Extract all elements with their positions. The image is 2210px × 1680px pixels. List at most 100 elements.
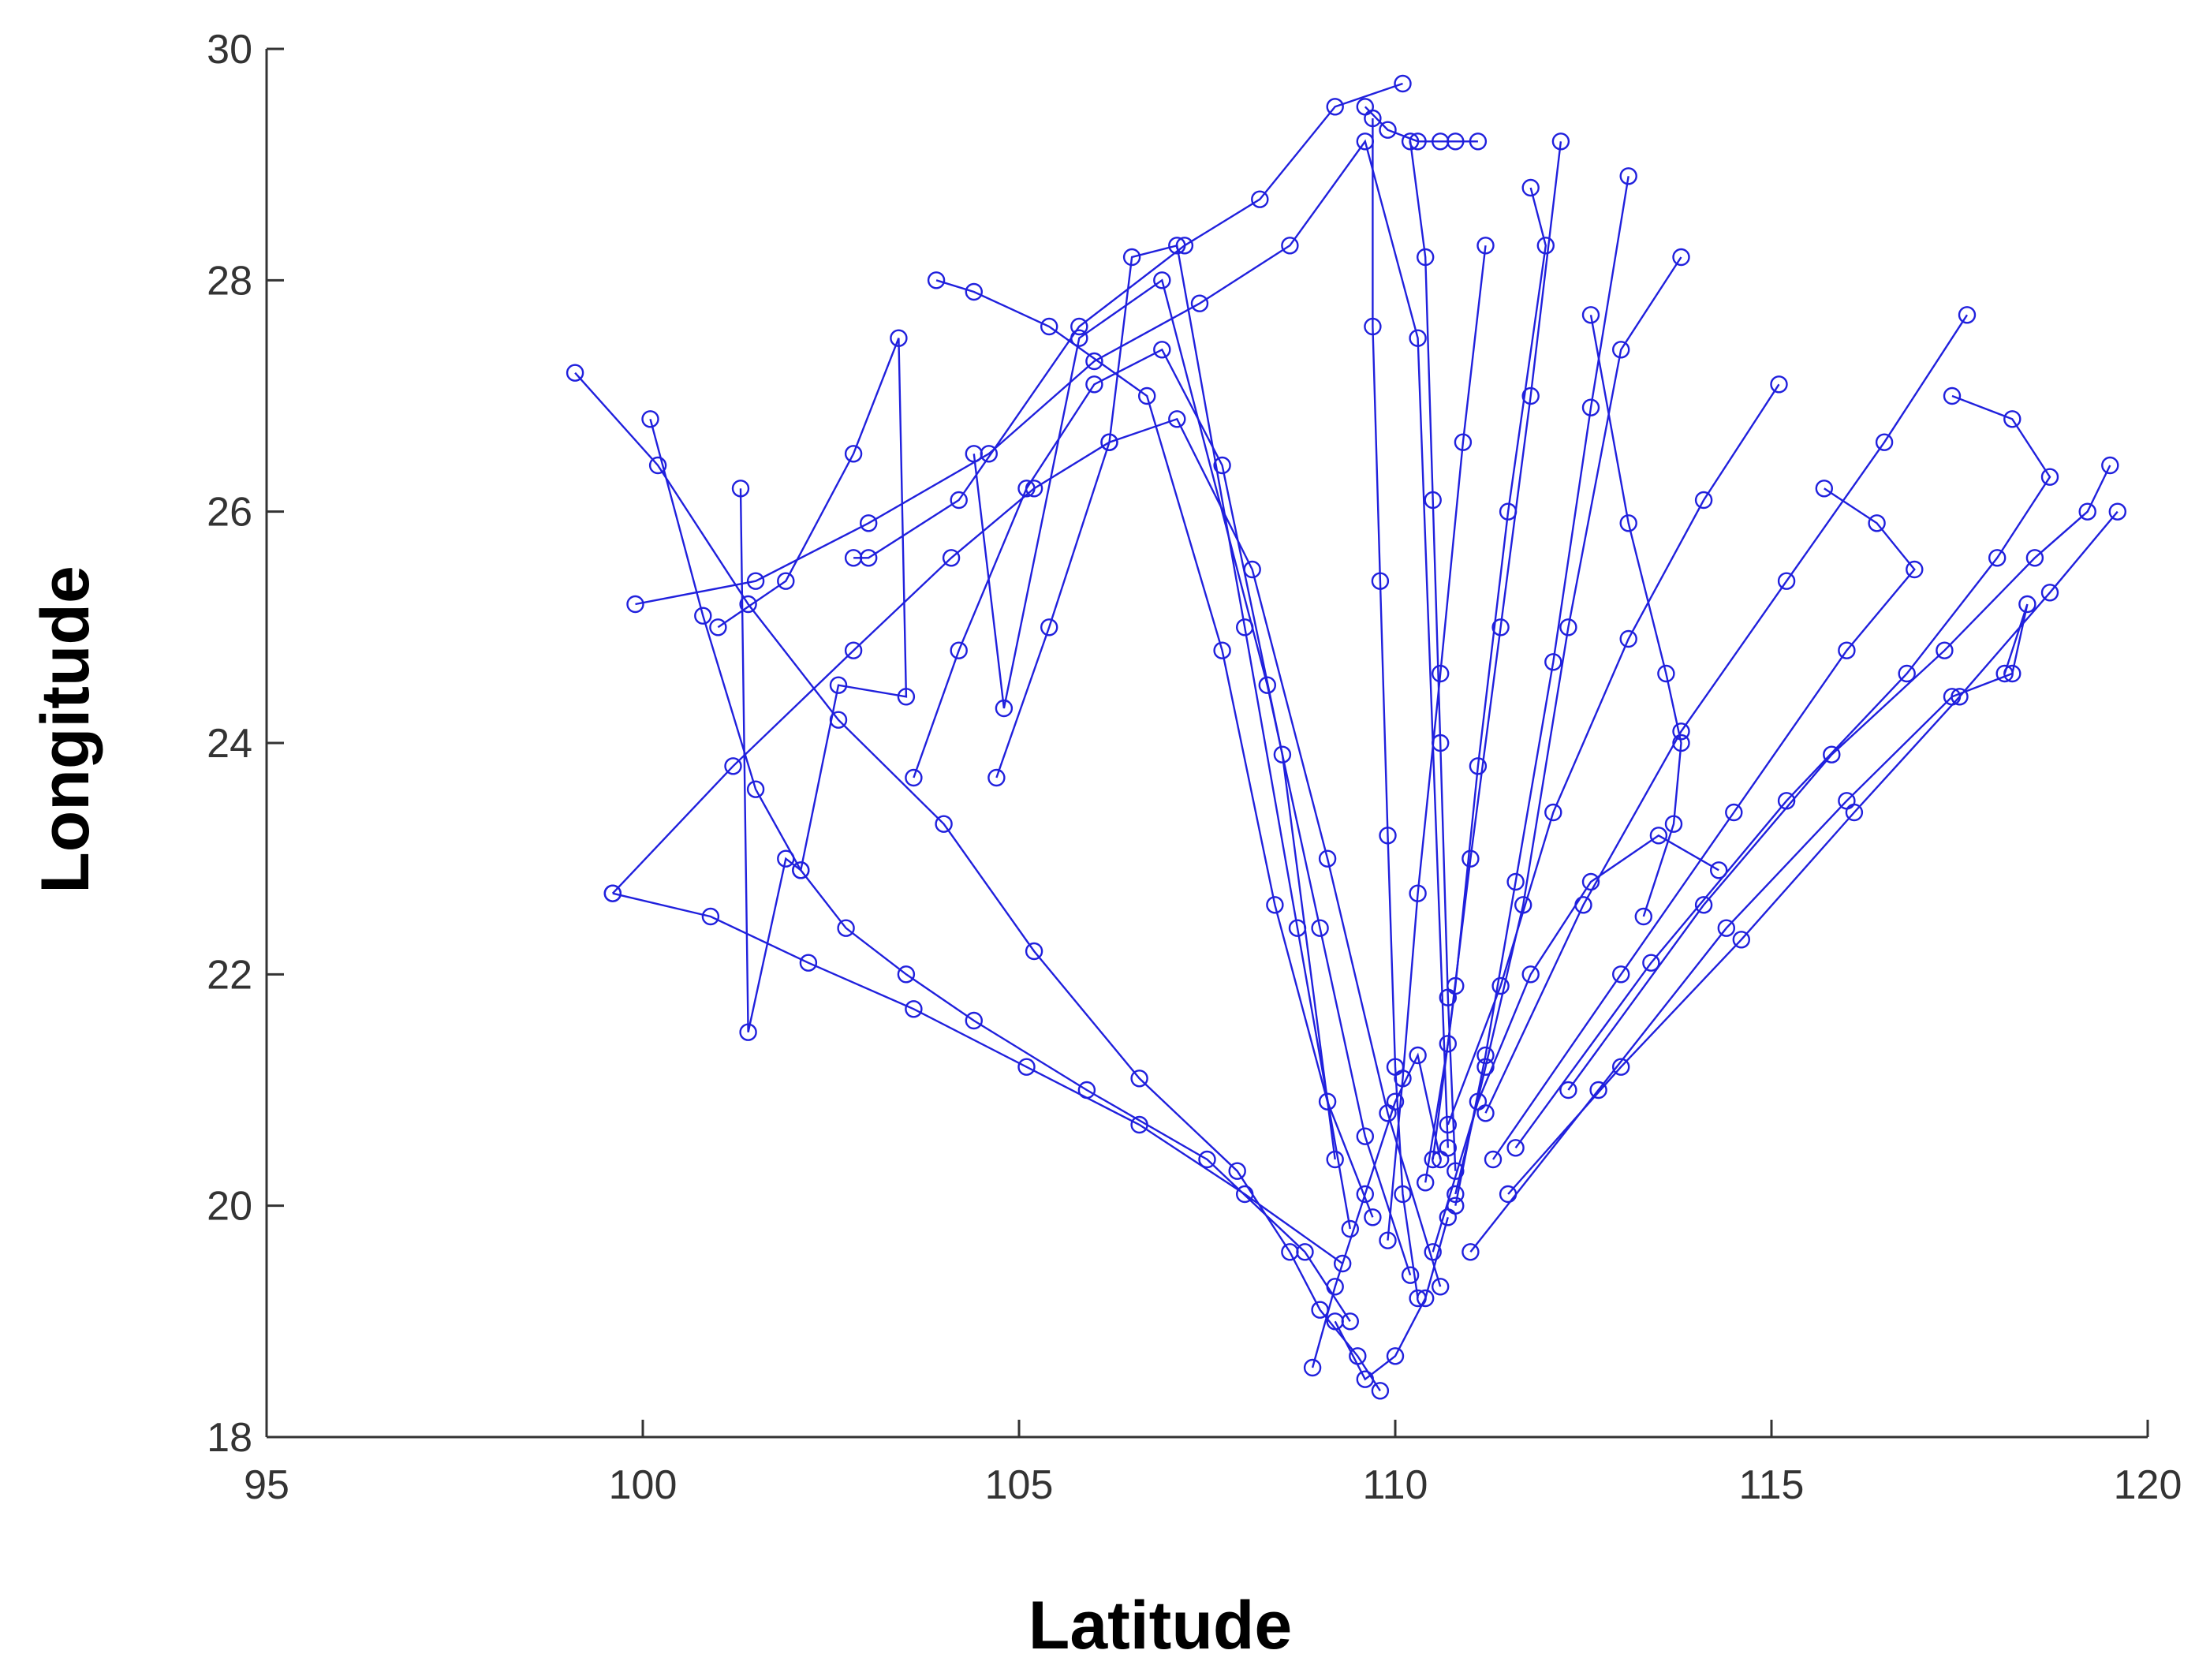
data-point [1634, 907, 1653, 926]
data-point [1709, 861, 1728, 879]
series-14 [1379, 237, 1495, 1249]
data-point [1341, 1219, 1360, 1238]
data-point [626, 595, 644, 614]
data-point [1130, 1115, 1148, 1134]
data-point [1717, 919, 1736, 937]
data-point [701, 907, 720, 926]
data-point [648, 456, 667, 475]
x-tick-label: 115 [1739, 1462, 1805, 1508]
data-point [995, 699, 1014, 718]
data-point [1672, 248, 1690, 267]
data-point [1409, 884, 1427, 902]
series-22 [1506, 386, 2059, 1157]
data-point [1943, 688, 1962, 706]
data-point [777, 849, 795, 868]
data-point [897, 965, 916, 984]
y-tick-label: 22 [207, 952, 252, 998]
data-point [2003, 664, 2021, 683]
axes [265, 49, 2148, 1439]
data-point [1499, 502, 1518, 521]
data-point [1168, 410, 1186, 428]
data-point [641, 410, 659, 428]
x-tick-label: 110 [1363, 1462, 1428, 1508]
data-point [1672, 734, 1690, 752]
data-point [1333, 1254, 1352, 1273]
series-line [1484, 314, 1969, 1114]
data-point [1447, 976, 1465, 995]
data-point [2025, 549, 2044, 567]
series-line [935, 279, 1374, 1218]
data-point [1431, 1278, 1450, 1296]
data-point [844, 641, 863, 659]
data-point [1401, 133, 1420, 151]
data-point [1559, 1081, 1577, 1099]
data-point [1266, 896, 1284, 914]
data-point [694, 607, 712, 625]
series-line [913, 348, 1336, 1160]
data-point [1401, 1266, 1420, 1284]
data-point [1311, 919, 1329, 937]
series-29 [1303, 1046, 1450, 1377]
data-point [1409, 329, 1427, 347]
series-line [1432, 834, 1719, 1253]
x-ticks: 95 100 105 110 115 120 [244, 1420, 2182, 1508]
data-point [1462, 849, 1480, 868]
data-point [1424, 1150, 1442, 1169]
data-point [1273, 745, 1292, 763]
data-point [1394, 1185, 1412, 1204]
data-point [1649, 827, 1668, 845]
data-point [837, 919, 855, 937]
series-21 [1476, 306, 1977, 1122]
data-point [1447, 133, 1465, 151]
data-point [2040, 468, 2059, 486]
data-point [905, 1000, 923, 1018]
data-point [1326, 1150, 1344, 1169]
series-28 [1326, 1208, 1458, 1388]
series-line [1514, 394, 2051, 1149]
series-30 [603, 884, 1352, 1273]
data-point [1454, 433, 1473, 451]
series-8 [927, 271, 1382, 1226]
data-point [2040, 584, 2059, 602]
data-point [844, 445, 863, 463]
x-tick-label: 120 [2114, 1462, 2182, 1508]
data-point [1462, 1243, 1480, 1261]
data-point [1213, 456, 1231, 475]
data-point [1409, 1046, 1427, 1065]
data-point [1657, 664, 1675, 683]
data-point [1732, 931, 1751, 949]
data-point [1491, 976, 1510, 995]
data-point [1581, 872, 1600, 891]
data-point [1958, 306, 1977, 324]
series-2 [603, 410, 1450, 1296]
data-point [1040, 317, 1058, 336]
series-line [1589, 315, 1682, 917]
y-tick-label: 18 [207, 1415, 252, 1461]
series-line [972, 278, 1412, 1276]
series-line [995, 244, 1351, 1230]
series-13 [1401, 133, 1465, 1180]
data-point [1017, 1058, 1036, 1076]
data-point [1258, 676, 1277, 694]
data-point [897, 688, 916, 706]
data-point [1416, 1289, 1435, 1308]
data-point [1838, 641, 1856, 659]
data-point [1447, 1185, 1465, 1204]
data-point [1521, 386, 1540, 405]
data-point [1875, 433, 1894, 451]
series-line [612, 892, 1343, 1264]
data-point [965, 1011, 984, 1030]
data-point [1281, 237, 1299, 255]
y-ticks: 18 20 22 24 26 28 30 [207, 27, 284, 1461]
data-point [1936, 641, 1954, 659]
x-tick-label: 105 [985, 1462, 1054, 1508]
series-line [574, 371, 1381, 1391]
data-point [603, 884, 622, 902]
data-point [1581, 398, 1600, 416]
data-point [859, 549, 878, 567]
series-20 [1439, 375, 1788, 1134]
data-point [1318, 849, 1337, 868]
data-point [965, 282, 984, 301]
data-point [731, 480, 750, 498]
x-tick-label: 95 [244, 1462, 289, 1508]
